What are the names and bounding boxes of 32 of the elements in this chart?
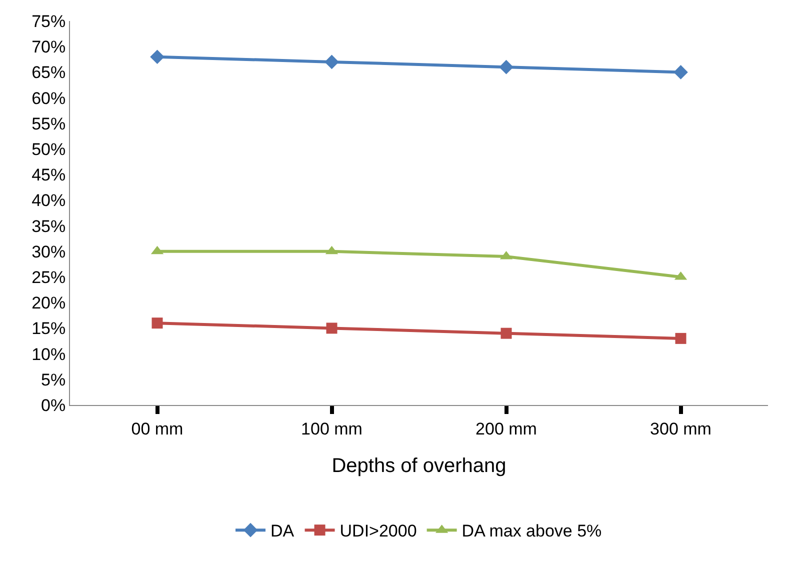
point — [674, 65, 688, 80]
point — [675, 332, 686, 344]
y-tick-label: 50% — [32, 140, 66, 159]
point — [150, 50, 164, 64]
point — [499, 60, 514, 74]
y-tick-label: 10% — [32, 344, 66, 364]
y-tick-label: 60% — [32, 88, 66, 108]
legend-label: DA max above 5% — [462, 522, 602, 541]
y-tick-label: 70% — [32, 38, 66, 57]
y-tick-label: 55% — [32, 114, 66, 134]
y-tick-label: 25% — [32, 268, 66, 287]
x-tick-label: 200 mm — [476, 419, 537, 438]
legend-label: DA — [270, 522, 295, 541]
y-tick-label: 15% — [32, 319, 66, 338]
y-tick-label: 65% — [32, 63, 66, 82]
point — [152, 318, 163, 329]
x-tick-label: 00 mm — [131, 419, 184, 438]
point — [500, 328, 512, 339]
point — [326, 322, 338, 334]
x-tick-label: 300 mm — [650, 419, 712, 438]
x-tick-label: 100 mm — [301, 419, 362, 438]
y-tick-label: 75% — [32, 12, 66, 31]
y-tick-label: 5% — [41, 370, 66, 390]
y-tick-label: 45% — [32, 166, 66, 185]
y-tick-label: 20% — [32, 294, 66, 313]
y-tick-label: 35% — [32, 216, 66, 236]
x-axis-title: Depths of overhang — [332, 454, 506, 477]
legend-label: UDI>2000 — [340, 522, 417, 541]
y-tick-label: 0% — [41, 396, 66, 415]
point — [324, 54, 339, 70]
y-tick-label: 40% — [32, 191, 66, 210]
y-tick-label: 30% — [32, 242, 66, 262]
